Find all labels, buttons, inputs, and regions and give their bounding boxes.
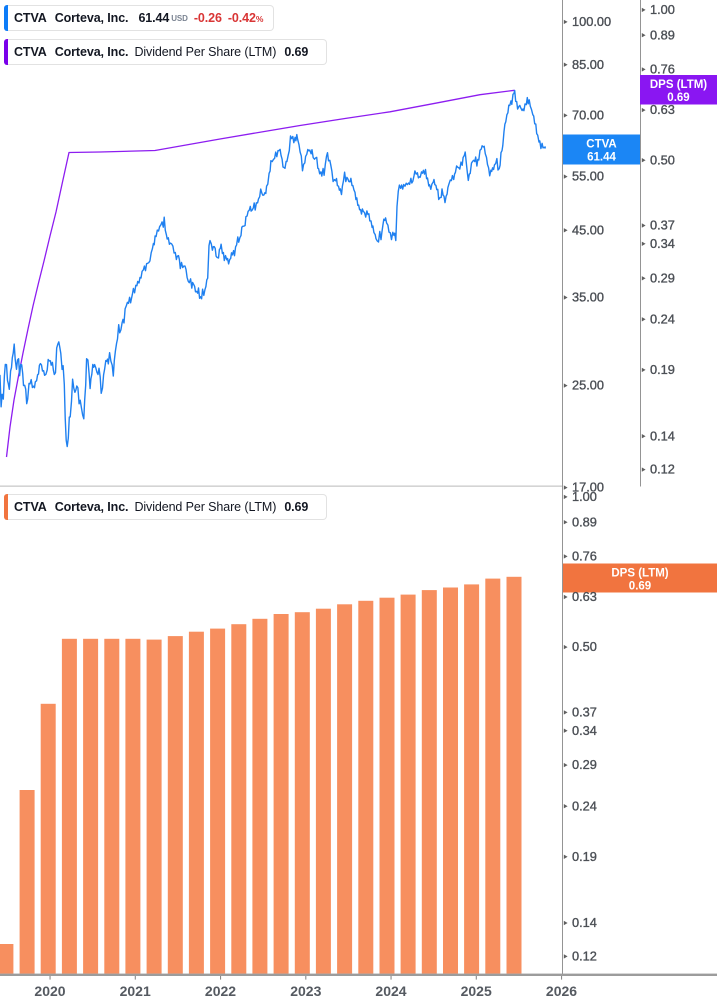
- svg-text:DPS (LTM): DPS (LTM): [650, 79, 707, 91]
- svg-text:0.29: 0.29: [650, 270, 675, 285]
- svg-text:55.00: 55.00: [572, 169, 604, 184]
- svg-text:0.89: 0.89: [650, 27, 675, 42]
- svg-text:0.76: 0.76: [572, 549, 597, 564]
- svg-text:0.12: 0.12: [572, 949, 597, 964]
- svg-text:0.76: 0.76: [650, 62, 675, 77]
- svg-text:0.50: 0.50: [572, 639, 597, 654]
- svg-text:0.69: 0.69: [629, 581, 651, 593]
- svg-text:0.19: 0.19: [650, 362, 675, 377]
- svg-text:1.00: 1.00: [572, 489, 597, 504]
- svg-text:61.44: 61.44: [587, 152, 616, 164]
- svg-text:100.00: 100.00: [572, 14, 611, 29]
- svg-text:0.12: 0.12: [650, 462, 675, 477]
- svg-text:2023: 2023: [290, 983, 321, 999]
- svg-text:0.89: 0.89: [572, 514, 597, 529]
- svg-text:0.63: 0.63: [650, 102, 675, 117]
- svg-text:0.19: 0.19: [572, 849, 597, 864]
- svg-text:0.69: 0.69: [667, 92, 689, 104]
- svg-text:0.37: 0.37: [572, 705, 597, 720]
- svg-text:35.00: 35.00: [572, 290, 604, 305]
- svg-text:2024: 2024: [375, 983, 406, 999]
- svg-text:25.00: 25.00: [572, 378, 604, 393]
- svg-text:0.34: 0.34: [572, 723, 597, 738]
- svg-text:70.00: 70.00: [572, 108, 604, 123]
- svg-text:DPS (LTM): DPS (LTM): [611, 568, 668, 580]
- svg-text:0.50: 0.50: [650, 152, 675, 167]
- svg-text:0.63: 0.63: [572, 589, 597, 604]
- svg-text:0.29: 0.29: [572, 757, 597, 772]
- svg-text:2025: 2025: [461, 983, 492, 999]
- svg-text:0.14: 0.14: [650, 428, 675, 443]
- svg-text:2022: 2022: [205, 983, 236, 999]
- svg-text:85.00: 85.00: [572, 57, 604, 72]
- svg-text:2026: 2026: [546, 983, 577, 999]
- svg-text:0.24: 0.24: [650, 311, 675, 326]
- svg-text:2020: 2020: [34, 983, 65, 999]
- svg-text:17.00: 17.00: [572, 480, 604, 495]
- svg-text:CTVA: CTVA: [586, 139, 616, 151]
- svg-text:0.37: 0.37: [650, 218, 675, 233]
- svg-text:2021: 2021: [120, 983, 151, 999]
- svg-text:1.00: 1.00: [650, 2, 675, 17]
- svg-text:45.00: 45.00: [572, 222, 604, 237]
- svg-text:0.34: 0.34: [650, 236, 675, 251]
- svg-text:0.24: 0.24: [572, 798, 597, 813]
- svg-text:0.14: 0.14: [572, 915, 597, 930]
